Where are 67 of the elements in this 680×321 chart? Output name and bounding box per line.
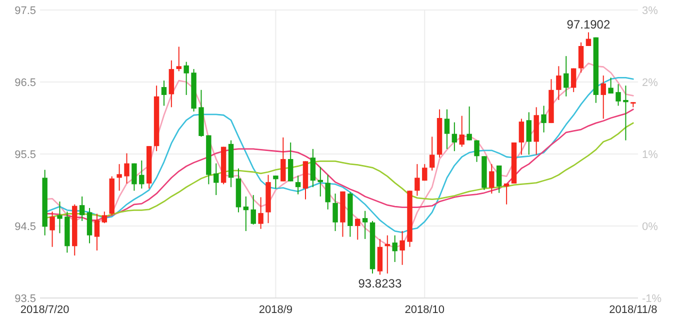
candlestick <box>243 196 249 232</box>
annotation: 93.8233 <box>358 276 402 291</box>
candlestick <box>600 75 606 120</box>
candlestick <box>541 105 546 133</box>
candlestick <box>362 210 368 240</box>
candlestick <box>526 112 532 156</box>
candlestick <box>132 162 137 192</box>
candlestick <box>422 164 428 182</box>
candlestick <box>79 196 85 222</box>
candlestick <box>564 56 569 97</box>
candlestick <box>295 175 301 195</box>
candlestick <box>250 194 256 226</box>
candlestick <box>444 108 450 150</box>
candlestick <box>570 68 576 93</box>
candlestick <box>280 136 286 182</box>
candlestick <box>355 218 360 240</box>
candlestick <box>184 61 189 96</box>
candlestick <box>176 46 182 72</box>
candlestick <box>608 77 614 94</box>
candlestick <box>116 164 122 192</box>
y-tick-label: 97.5 <box>14 5 36 17</box>
candlestick <box>310 148 316 188</box>
annotation: 97.1902 <box>566 17 610 32</box>
candlestick <box>474 140 480 162</box>
candlestick <box>504 183 510 205</box>
y-tick-label: 93.5 <box>14 293 36 305</box>
candlestick <box>50 211 55 248</box>
y2-tick-label: 2% <box>642 77 658 89</box>
candlestick <box>273 175 278 190</box>
x-tick-label: 2018/11/8 <box>609 304 658 316</box>
candlestick <box>466 106 472 141</box>
candlestick <box>616 84 621 106</box>
candlestick <box>518 118 524 156</box>
candlestick <box>332 193 338 232</box>
candlestick <box>414 164 420 196</box>
candlestick <box>139 160 144 190</box>
candlestick <box>578 42 584 74</box>
candlestick <box>288 142 294 182</box>
candlestick <box>452 122 458 152</box>
candlestick <box>214 162 219 196</box>
candlestick <box>57 201 62 234</box>
candlestick <box>586 32 592 46</box>
y2-tick-label: 3% <box>642 5 658 17</box>
candlestick <box>429 136 435 172</box>
candlestick <box>325 174 330 210</box>
candlestick <box>392 234 398 262</box>
candlestick <box>623 85 628 141</box>
y-tick-label: 96.5 <box>14 77 36 89</box>
candlestick <box>489 164 494 194</box>
candlestick <box>102 211 108 224</box>
candlestick <box>496 165 502 194</box>
candlestick <box>258 196 264 230</box>
candlestick <box>400 230 405 266</box>
x-tick-label: 2018/10 <box>404 304 445 316</box>
x-tick-label: 2018/7/20 <box>20 304 70 316</box>
candlestick <box>556 66 562 100</box>
y-tick-label: 95.5 <box>14 149 36 161</box>
candlestick <box>124 152 130 184</box>
y2-tick-label: 1% <box>642 149 658 161</box>
y2-tick-label: -1% <box>642 293 662 305</box>
x-tick-label: 2018/9 <box>258 304 293 316</box>
candlestick <box>161 80 167 106</box>
y2-tick-label: 0% <box>642 221 658 233</box>
candlestick <box>459 115 464 148</box>
candlestick <box>86 208 92 244</box>
candlestick <box>94 213 100 251</box>
y-tick-label: 94.5 <box>14 221 36 233</box>
